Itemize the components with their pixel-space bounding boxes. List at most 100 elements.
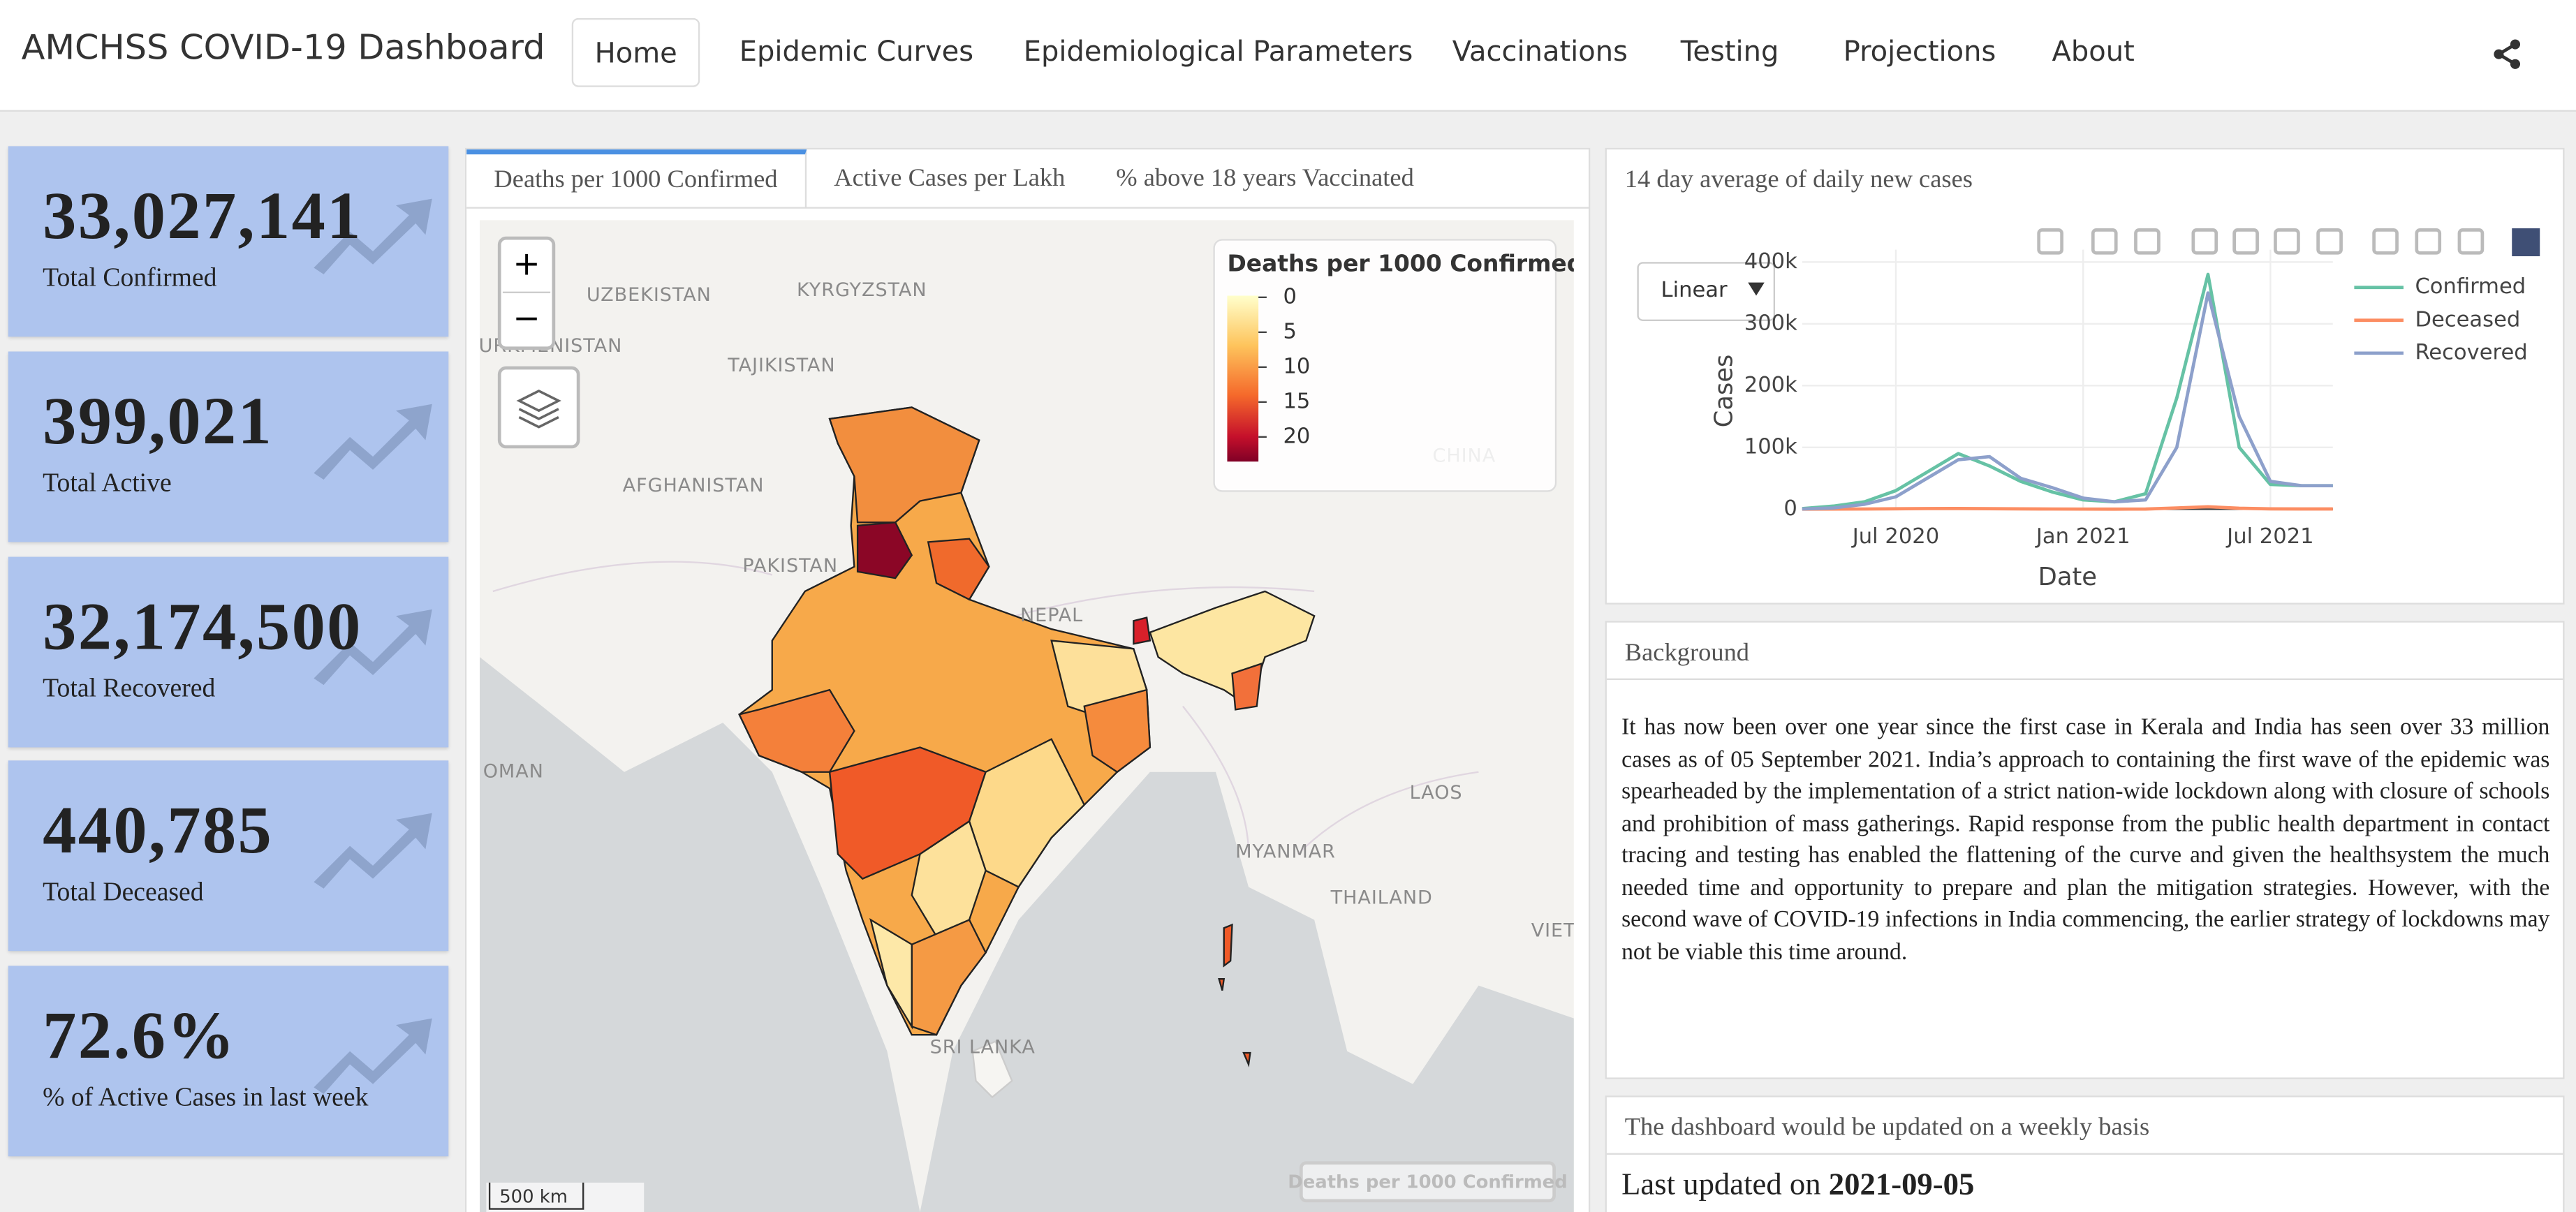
trend-arrow — [314, 813, 432, 889]
line-chart: Linear 0 100k 200k 300k 400k Jul 2020 Jan 2021… — [1637, 228, 2540, 591]
modebar-button[interactable] — [2274, 228, 2300, 255]
y-tick-label: 300k — [1744, 311, 1797, 335]
place-label: UZBEKISTAN — [587, 284, 712, 306]
x-tick-label: Jul 2021 — [2225, 524, 2313, 549]
region — [856, 521, 913, 579]
card-value: 72.6% — [43, 997, 237, 1073]
scale-label: 500 km — [499, 1187, 568, 1208]
stat-card: 32,174,500 Total Recovered — [8, 556, 449, 748]
region — [1083, 688, 1151, 774]
nav-item[interactable]: Epidemic Curves — [739, 36, 974, 69]
place-label: KYRGYZSTAN — [797, 279, 927, 301]
tab[interactable]: % above 18 years Vaccinated — [1116, 164, 1414, 193]
map-caption-box — [1299, 1161, 1556, 1203]
y-tick-label: 400k — [1744, 249, 1797, 274]
panel-title: The dashboard would be updated on a week… — [1606, 1098, 2563, 1155]
nav-item[interactable]: Projections — [1843, 36, 1996, 69]
trend-arrow — [314, 198, 432, 274]
card-label: Total Active — [43, 469, 172, 498]
trend-icon — [314, 198, 432, 274]
legend-tick-label: 5 — [1283, 319, 1296, 343]
place-label: NEPAL — [1020, 605, 1083, 626]
card-label: % of Active Cases in last week — [43, 1084, 369, 1112]
place-label: THAILAND — [1330, 887, 1433, 908]
modebar-logo — [2512, 228, 2540, 257]
trend-icon — [314, 404, 432, 480]
series-line — [1802, 272, 2333, 510]
place-label: PAKISTAN — [742, 555, 838, 577]
card-value: 440,785 — [43, 791, 274, 868]
zoom-out[interactable]: − — [513, 299, 540, 337]
region — [1231, 662, 1263, 711]
stat-card: 399,021 Total Active — [8, 351, 449, 542]
x-tick-label: Jan 2021 — [2035, 524, 2130, 549]
place-label: MYANMAR — [1235, 841, 1336, 863]
y-tick-label: 100k — [1744, 434, 1797, 459]
series-line — [1802, 505, 2333, 511]
modebar-button[interactable] — [2457, 228, 2485, 255]
region — [1149, 590, 1316, 708]
card-value: 33,027,141 — [43, 177, 362, 253]
modebar-button[interactable] — [2415, 228, 2442, 255]
place-label: VIETNAM — [1531, 919, 1574, 941]
card-label: Total Confirmed — [43, 264, 217, 293]
tab-bar: Deaths per 1000 Confirmed Active Cases pe… — [466, 149, 1589, 209]
modebar-button[interactable] — [2091, 228, 2118, 255]
x-axis-title: Date — [2038, 563, 2097, 591]
place-label: SRI LANKA — [930, 1037, 1036, 1058]
place-label: AFGHANISTAN — [623, 475, 765, 496]
background-text: It has now been over one year since the … — [1621, 714, 2550, 966]
tab[interactable]: Active Cases per Lakh — [834, 164, 1066, 193]
border-line — [492, 561, 1479, 855]
brand-title: AMCHSS COVID-19 Dashboard — [21, 27, 545, 68]
nav-item[interactable]: About — [2052, 36, 2135, 69]
legend-box — [1213, 239, 1557, 492]
legend-tick-label: 15 — [1283, 389, 1310, 413]
sea — [479, 657, 920, 1212]
card-label: Total Deceased — [43, 878, 204, 907]
map: UZBEKISTANKYRGYZSTANTURKMENISTANTAJIKIST… — [479, 220, 1574, 1212]
y-tick-label: 200k — [1744, 373, 1797, 397]
zoom-in[interactable]: + — [513, 245, 540, 283]
card-value: 399,021 — [43, 383, 274, 459]
update-panel: The dashboard would be updated on a week… — [1605, 1095, 2565, 1212]
trend-arrow — [314, 404, 432, 480]
nav-item[interactable]: Testing — [1680, 36, 1779, 69]
trend-arrow — [314, 609, 432, 686]
chart-panel: 14 day average of daily new cases — [1605, 147, 2565, 605]
dropdown-arrow — [1748, 282, 1765, 296]
legend-label: Confirmed — [2415, 274, 2526, 299]
trend-icon — [314, 1018, 432, 1094]
nav-item[interactable]: Home — [571, 17, 700, 87]
panel-title: 14 day average of daily new cases — [1624, 165, 1973, 194]
island — [971, 1040, 1013, 1099]
modebar-button[interactable] — [2316, 228, 2343, 255]
region — [738, 688, 855, 773]
place-label: LAOS — [1410, 782, 1463, 804]
share-icon[interactable] — [2492, 38, 2525, 71]
region — [927, 538, 990, 601]
card-value: 32,174,500 — [43, 588, 362, 664]
background-panel: Background It has now been over one year… — [1605, 621, 2565, 1079]
tab[interactable]: Deaths per 1000 Confirmed — [466, 149, 807, 207]
place-label: TAJIKISTAN — [727, 355, 835, 376]
modebar-button[interactable] — [2372, 228, 2399, 255]
nav-item[interactable]: Epidemiological Parameters — [1023, 36, 1413, 69]
dropdown-label[interactable]: Linear — [1661, 278, 1728, 302]
y-tick-label: 0 — [1783, 496, 1797, 521]
stat-card: 440,785 Total Deceased — [8, 760, 449, 952]
legend-tick-label: 0 — [1283, 284, 1296, 309]
nav-item[interactable]: Vaccinations — [1452, 36, 1628, 69]
scale-dropdown[interactable] — [1637, 262, 1776, 321]
modebar-button[interactable] — [2134, 228, 2161, 255]
scale-bar — [488, 1182, 584, 1210]
stat-card: 72.6% % of Active Cases in last week — [8, 966, 449, 1157]
legend-tick-label: 10 — [1283, 354, 1310, 378]
modebar-button[interactable] — [2191, 228, 2218, 255]
map-caption: Deaths per 1000 Confirmed — [1288, 1172, 1567, 1192]
layers-control[interactable] — [497, 366, 580, 449]
modebar-button[interactable] — [2232, 228, 2259, 255]
last-updated-label: Last updated on — [1621, 1167, 1821, 1203]
scale-bg — [486, 1182, 645, 1212]
modebar-button[interactable] — [2037, 228, 2063, 255]
